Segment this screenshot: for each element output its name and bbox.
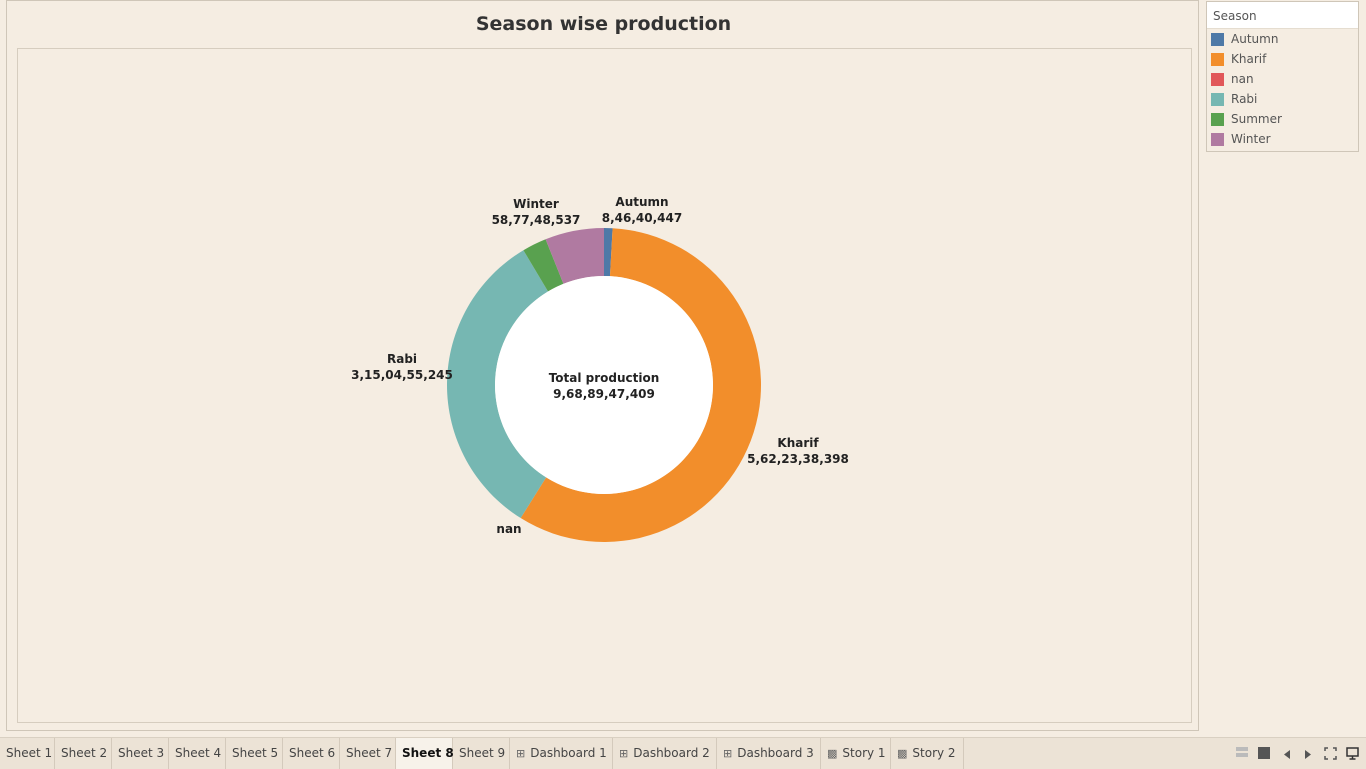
legend-item-summer[interactable]: Summer [1207,109,1358,129]
legend-swatch [1211,32,1224,46]
legend-item-label: Winter [1231,132,1271,146]
legend-item-label: Rabi [1231,92,1258,106]
tab-sheet-2[interactable]: Sheet 2 [55,738,112,769]
tab-label: Sheet 7 [346,746,393,760]
tab-sheet-1[interactable]: Sheet 1 [0,738,55,769]
label-autumn: Autumn 8,46,40,447 [602,194,682,226]
tab-dashboard-1[interactable]: ⊞ Dashboard 1 [510,738,613,769]
center-value-text: 9,68,89,47,409 [553,387,655,401]
tab-sheet-4[interactable]: Sheet 4 [169,738,226,769]
tab-dashboard-3[interactable]: ⊞ Dashboard 3 [717,738,821,769]
slice-autumn[interactable] [604,228,613,277]
tab-label: Sheet 6 [289,746,336,760]
legend-item-nan[interactable]: nan [1207,69,1358,89]
color-legend[interactable]: Season Autumn Kharif nan Rabi Summer Win… [1206,1,1359,152]
legend-swatch [1211,72,1224,86]
label-rabi-value: 3,15,04,55,245 [351,368,453,382]
legend-swatch [1211,92,1224,106]
prev-icon[interactable] [1284,749,1290,762]
plot-area: Winter 58,77,48,537 Autumn 8,46,40,447 R… [17,48,1192,723]
legend-swatch [1211,52,1224,66]
label-kharif-name: Kharif [777,436,819,450]
label-rabi: Rabi 3,15,04,55,245 [351,351,453,383]
legend-item-kharif[interactable]: Kharif [1207,49,1358,69]
tab-label: Dashboard 2 [633,746,710,760]
tab-story-2[interactable]: ▩ Story 2 [891,738,964,769]
tab-label: Story 2 [912,746,956,760]
label-kharif: Kharif 5,62,23,38,398 [747,435,849,467]
tab-sheet-8[interactable]: Sheet 8 [396,738,454,769]
dashboard-icon: ⊞ [619,747,629,760]
filmstrip-icon[interactable] [1236,747,1248,760]
legend-swatch [1211,132,1224,146]
tab-label: Sheet 9 [459,746,506,760]
label-autumn-value: 8,46,40,447 [601,211,683,225]
label-kharif-value: 5,62,23,38,398 [747,452,849,466]
tab-dashboard-2[interactable]: ⊞ Dashboard 2 [613,738,717,769]
grid-icon[interactable] [1258,747,1270,762]
label-winter: Winter 58,77,48,537 [492,196,581,228]
worksheet: Season wise production Winter 58,77,48,5… [6,0,1199,731]
tab-sheet-5[interactable]: Sheet 5 [226,738,283,769]
tab-sheet-9[interactable]: Sheet 9 [453,738,510,769]
dashboard-icon: ⊞ [516,747,526,760]
legend-item-rabi[interactable]: Rabi [1207,89,1358,109]
tab-label: Sheet 2 [61,746,108,760]
label-winter-name: Winter [513,197,559,211]
slice-rabi[interactable] [447,250,549,519]
legend-title: Season [1207,2,1358,29]
next-icon[interactable] [1305,749,1311,762]
legend-item-label: nan [1231,72,1254,86]
tab-sheet-6[interactable]: Sheet 6 [283,738,340,769]
tab-sheet-7[interactable]: Sheet 7 [340,738,396,769]
story-icon: ▩ [897,747,908,760]
legend-item-autumn[interactable]: Autumn [1207,29,1358,49]
tab-label: Sheet 8 [402,746,454,760]
tab-label: Sheet 5 [232,746,279,760]
label-nan-name: nan [496,522,522,536]
tab-label: Sheet 3 [118,746,165,760]
legend-item-label: Autumn [1231,32,1279,46]
legend-item-label: Kharif [1231,52,1267,66]
label-nan: nan [496,521,521,537]
legend-item-label: Summer [1231,112,1282,126]
label-winter-value: 58,77,48,537 [491,213,581,227]
tab-label: Sheet 4 [175,746,222,760]
dashboard-icon: ⊞ [723,747,733,760]
tab-label: Story 1 [842,746,886,760]
legend-item-winter[interactable]: Winter [1207,129,1358,149]
label-autumn-name: Autumn [615,195,669,209]
sheet-title: Season wise production [475,13,732,35]
slice-winter[interactable] [545,228,604,284]
center-label-text: Total production [548,371,660,385]
tab-sheet-3[interactable]: Sheet 3 [112,738,169,769]
presentation-icon[interactable] [1346,747,1359,763]
slice-summer[interactable] [523,239,564,292]
slice-kharif[interactable] [520,228,761,543]
tab-label: Dashboard 3 [737,746,814,760]
donut-hole [495,276,713,494]
legend-swatch [1211,112,1224,126]
tab-label: Dashboard 1 [530,746,607,760]
label-rabi-name: Rabi [386,352,418,366]
center-label: Total production 9,68,89,47,409 [549,370,660,402]
legend-items: Autumn Kharif nan Rabi Summer Winter [1207,29,1358,149]
tab-story-1[interactable]: ▩ Story 1 [821,738,891,769]
sheet-tab-bar: Sheet 1 Sheet 2 Sheet 3 Sheet 4 Sheet 5 … [0,737,1366,769]
story-icon: ▩ [827,747,838,760]
tab-label: Sheet 1 [6,746,53,760]
fullscreen-icon[interactable] [1324,747,1337,763]
donut-chart [447,228,761,543]
